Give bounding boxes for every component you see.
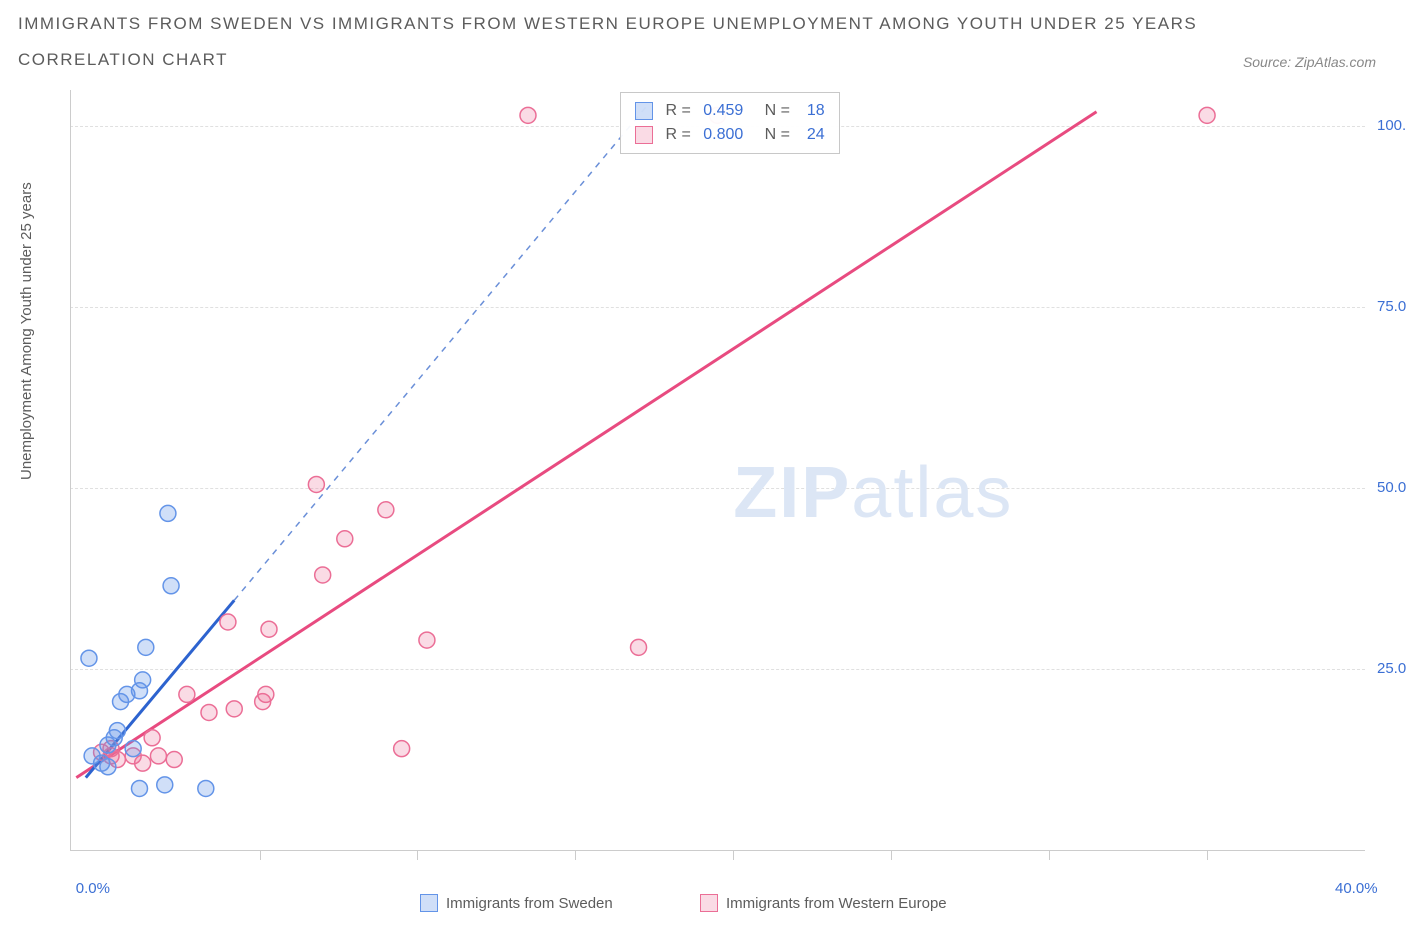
point-sweden — [135, 672, 151, 688]
x-legend-sweden: Immigrants from Sweden — [420, 894, 613, 912]
chart-plot-area: 25.0%50.0%75.0%100.0%0.0%40.0%ZIPatlas — [60, 90, 1370, 870]
point-sweden — [100, 759, 116, 775]
correlation-row: R = 0.800 N = 24 — [635, 123, 825, 147]
y-tick-label: 50.0% — [1377, 479, 1406, 496]
chart-title-line2: CORRELATION CHART — [18, 50, 228, 70]
point-western-europe — [308, 476, 324, 492]
point-western-europe — [419, 632, 435, 648]
point-western-europe — [150, 748, 166, 764]
point-western-europe — [337, 531, 353, 547]
legend-swatch — [635, 126, 653, 144]
chart-title-line1: IMMIGRANTS FROM SWEDEN VS IMMIGRANTS FRO… — [18, 14, 1197, 34]
point-sweden — [198, 780, 214, 796]
source-attribution: Source: ZipAtlas.com — [1243, 54, 1376, 70]
point-western-europe — [226, 701, 242, 717]
point-sweden — [81, 650, 97, 666]
legend-swatch — [635, 102, 653, 120]
legend-label: Immigrants from Sweden — [446, 895, 613, 912]
chart-svg — [60, 90, 1370, 870]
legend-swatch — [420, 894, 438, 912]
point-sweden — [163, 578, 179, 594]
y-tick-label: 25.0% — [1377, 660, 1406, 677]
x-legend-western-europe: Immigrants from Western Europe — [700, 894, 947, 912]
point-western-europe — [520, 107, 536, 123]
trendline-sweden-dashed — [234, 104, 648, 600]
point-sweden — [160, 505, 176, 521]
point-western-europe — [201, 704, 217, 720]
point-western-europe — [258, 686, 274, 702]
legend-swatch — [700, 894, 718, 912]
point-western-europe — [394, 741, 410, 757]
point-western-europe — [220, 614, 236, 630]
point-sweden — [125, 741, 141, 757]
point-western-europe — [144, 730, 160, 746]
point-sweden — [131, 780, 147, 796]
point-western-europe — [315, 567, 331, 583]
point-sweden — [138, 639, 154, 655]
point-sweden — [157, 777, 173, 793]
point-western-europe — [166, 752, 182, 768]
correlation-legend: R = 0.459 N = 18 R = 0.800 N = 24 — [620, 92, 840, 154]
y-axis-label: Unemployment Among Youth under 25 years — [18, 182, 35, 480]
point-sweden — [119, 686, 135, 702]
point-western-europe — [135, 755, 151, 771]
trendline-western-europe — [76, 112, 1096, 778]
y-tick-label: 100.0% — [1377, 117, 1406, 134]
point-western-europe — [261, 621, 277, 637]
point-western-europe — [631, 639, 647, 655]
point-sweden — [109, 723, 125, 739]
x-tick-label: 0.0% — [76, 880, 110, 897]
x-tick-label: 40.0% — [1335, 880, 1378, 897]
point-western-europe — [1199, 107, 1215, 123]
y-tick-label: 75.0% — [1377, 298, 1406, 315]
correlation-row: R = 0.459 N = 18 — [635, 99, 825, 123]
legend-label: Immigrants from Western Europe — [726, 895, 947, 912]
point-western-europe — [378, 502, 394, 518]
point-western-europe — [179, 686, 195, 702]
